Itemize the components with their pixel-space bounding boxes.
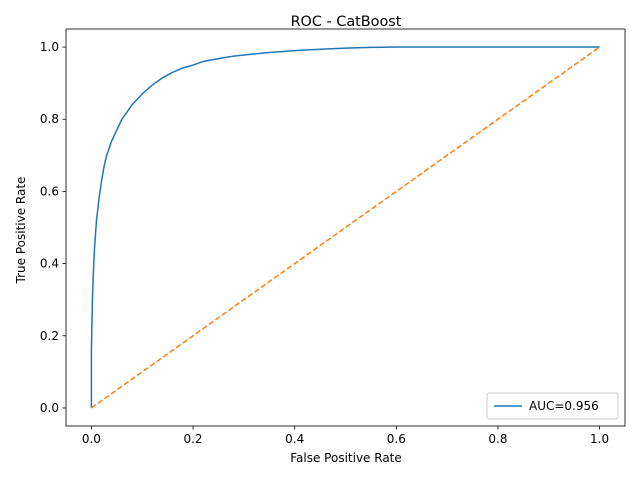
y-tick-label: 0.2 [40, 329, 59, 343]
y-tick-label: 0.8 [40, 112, 59, 126]
series-layer [90, 46, 601, 409]
chart-title: ROC - CatBoost [291, 14, 402, 30]
axes-frame [65, 28, 626, 427]
ticks-layer: 0.0 0.2 0.4 0.6 0.8 1.0 0.0 0.2 0.4 0.6 0.8 1.0 [40, 40, 609, 446]
x-tick-label: 0.0 [82, 432, 101, 446]
x-axis-label: False Positive Rate [290, 451, 402, 465]
y-tick-label: 0.0 [40, 401, 59, 415]
legend-box [486, 392, 619, 420]
legend: AUC=0.956 [486, 392, 619, 420]
x-tick-label: 0.4 [285, 432, 304, 446]
y-tick-label: 0.4 [40, 257, 59, 271]
x-tick-label: 0.2 [183, 432, 202, 446]
legend-label: AUC=0.956 [529, 399, 599, 413]
y-tick-label: 0.6 [40, 184, 59, 198]
x-tick-label: 0.8 [488, 432, 507, 446]
y-axis-label: True Positive Rate [14, 177, 28, 285]
roc-curve [90, 46, 600, 408]
x-tick-label: 0.6 [387, 432, 406, 446]
y-tick-label: 1.0 [40, 40, 59, 54]
x-tick-label: 1.0 [590, 432, 609, 446]
